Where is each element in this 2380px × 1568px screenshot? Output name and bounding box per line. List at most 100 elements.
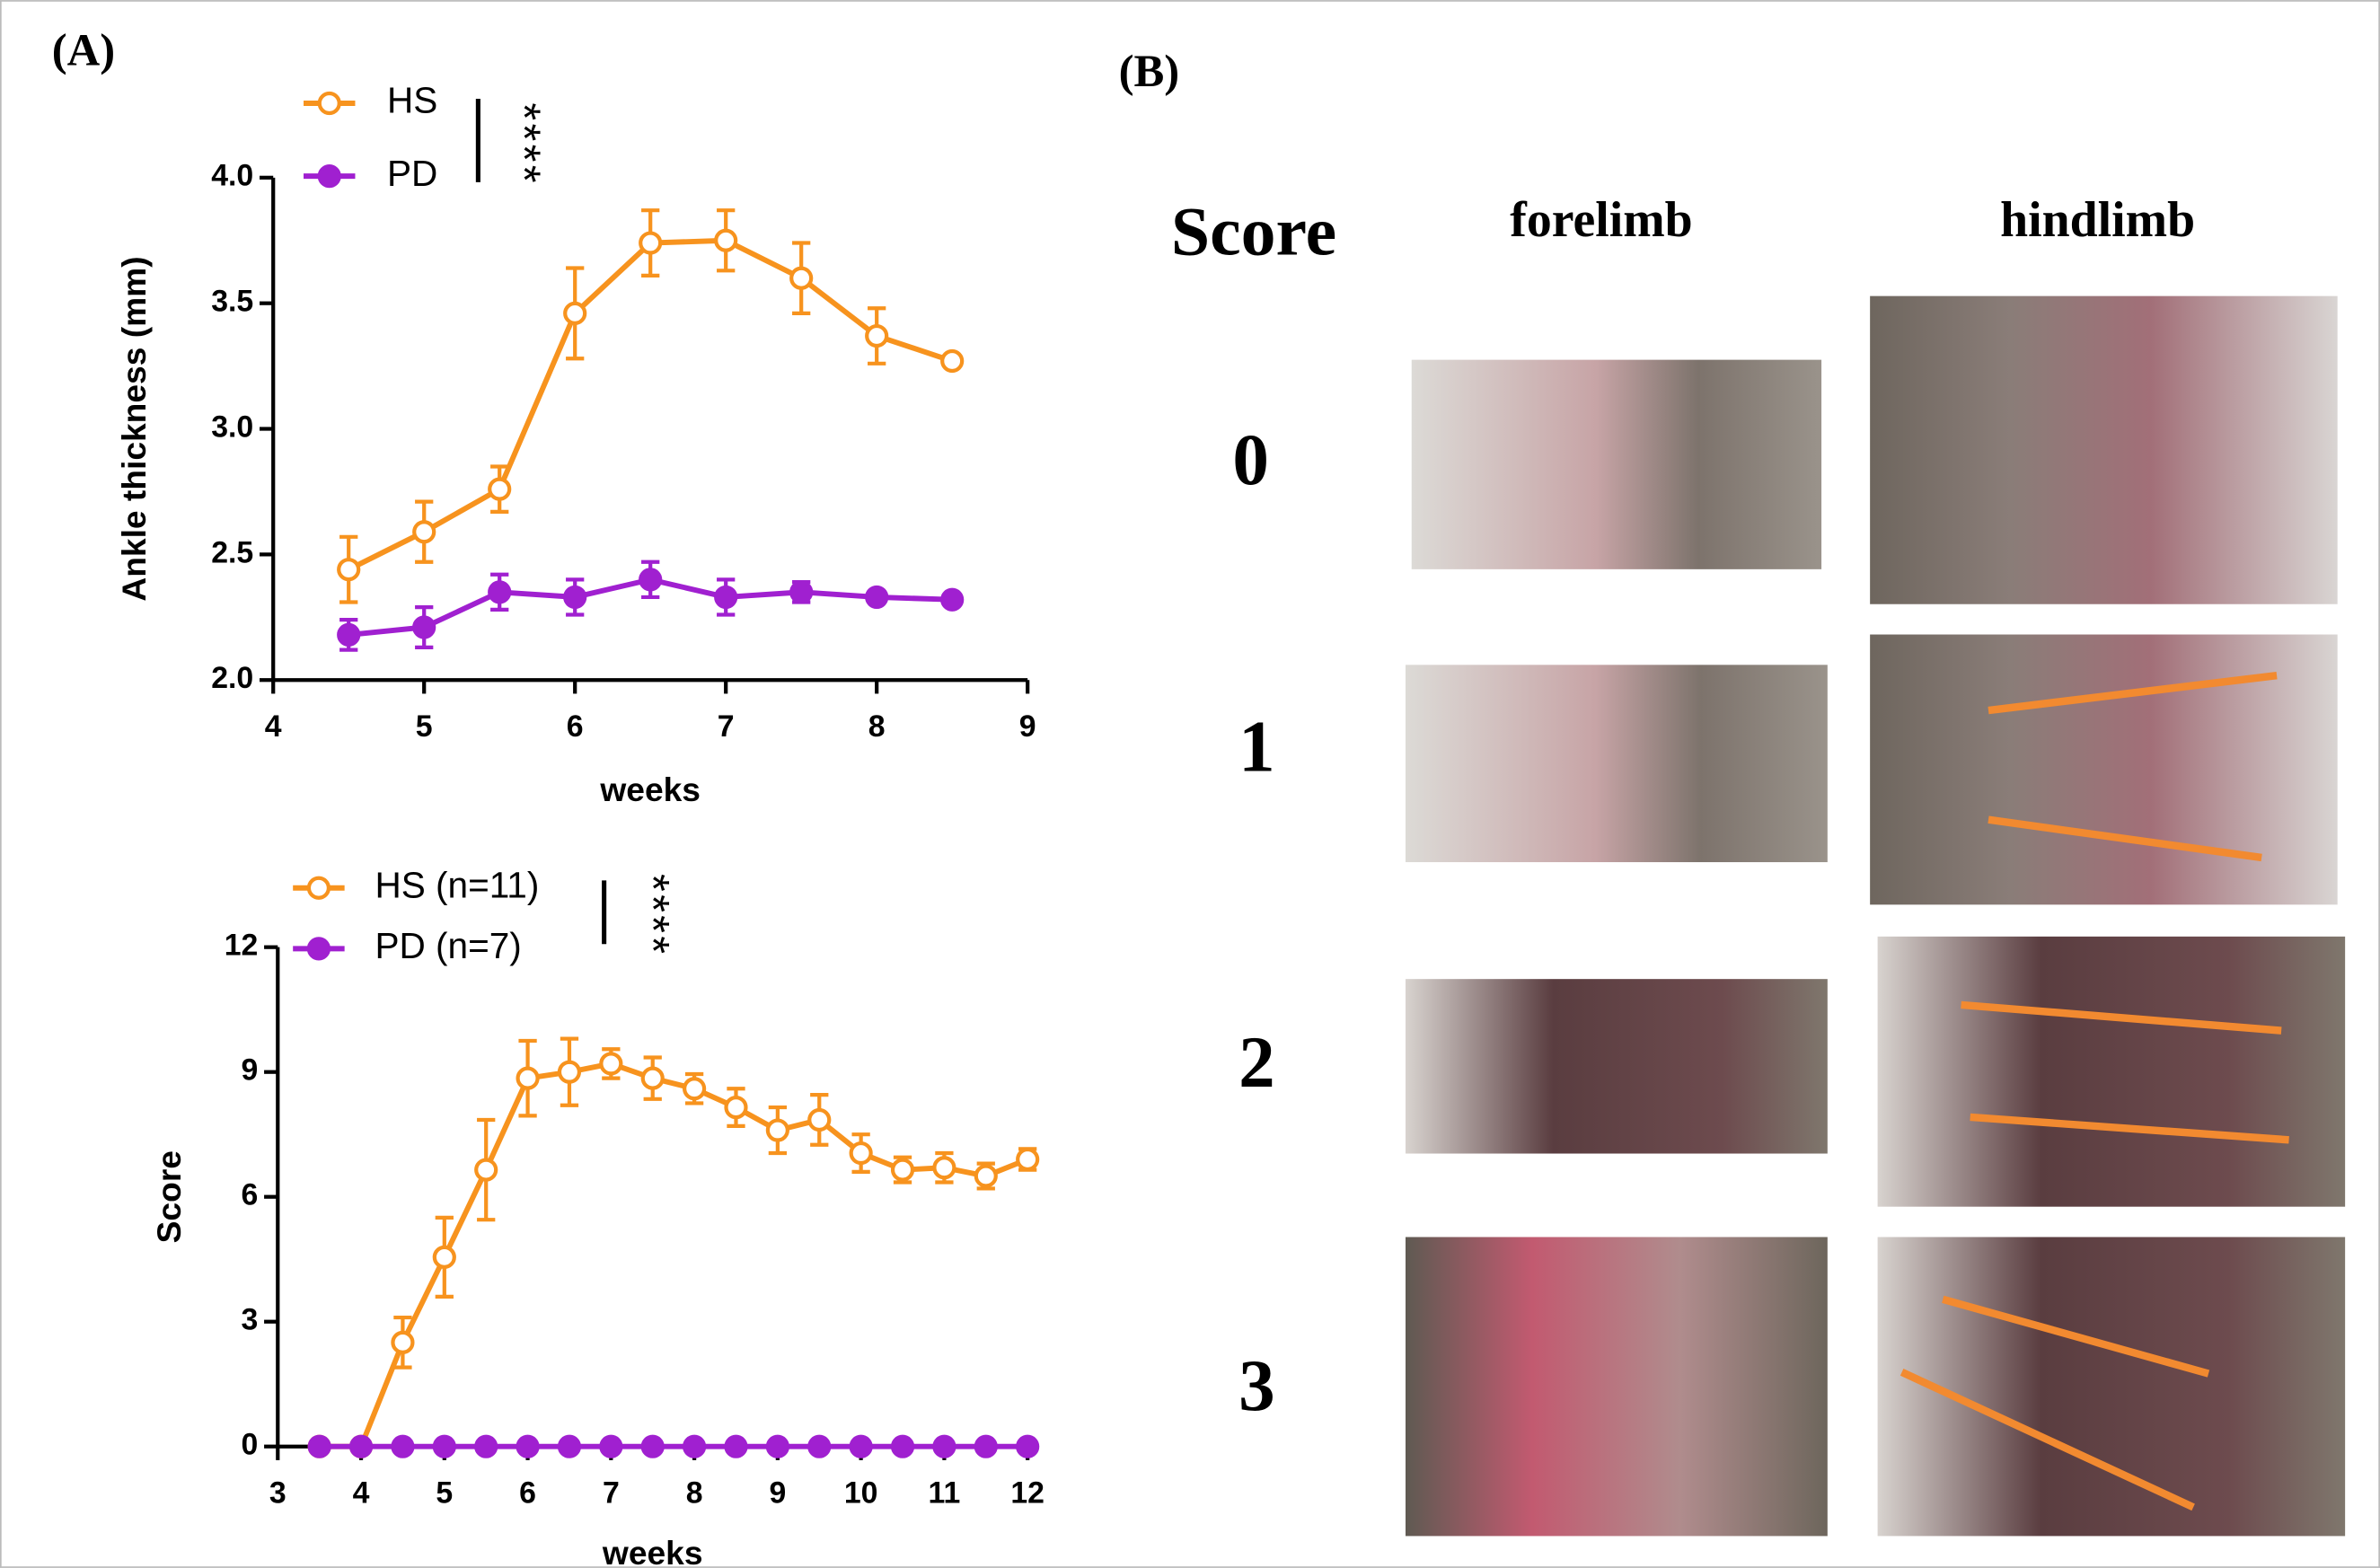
- point: [560, 1437, 579, 1457]
- point: [934, 1437, 954, 1457]
- significance: ****: [498, 102, 550, 185]
- point: [643, 1437, 663, 1457]
- x-tick-label: 12: [1010, 1476, 1045, 1511]
- score-label: 2: [1238, 1022, 1275, 1103]
- y-tick-label: 3.5: [211, 285, 253, 319]
- point: [934, 1158, 954, 1177]
- x-tick-label: 8: [686, 1476, 703, 1511]
- point: [942, 590, 962, 610]
- y-tick-label: 3: [242, 1303, 259, 1337]
- point: [643, 1069, 663, 1088]
- x-tick-label: 4: [265, 709, 282, 744]
- x-tick-label: 8: [868, 709, 886, 744]
- point: [768, 1437, 788, 1457]
- x-tick-label: 5: [436, 1476, 453, 1511]
- x-tick-label: 7: [603, 1476, 620, 1511]
- panel-label: (B): [1119, 46, 1180, 96]
- x-axis-label: weeks: [599, 771, 701, 808]
- column-header: forelimb: [1510, 192, 1692, 248]
- y-tick-label: 6: [242, 1178, 259, 1212]
- x-tick-label: 6: [567, 709, 584, 744]
- point: [310, 1437, 330, 1457]
- x-axis-label: weeks: [602, 1534, 703, 1568]
- point: [640, 569, 660, 589]
- point: [684, 1079, 704, 1098]
- photo: [1412, 360, 1821, 569]
- photo: [1406, 1237, 1828, 1536]
- x-tick-label: 9: [769, 1476, 786, 1511]
- panel-label: (A): [52, 25, 115, 75]
- x-tick-label: 10: [844, 1476, 878, 1511]
- x-tick-label: 9: [1019, 709, 1036, 744]
- point: [565, 304, 585, 323]
- y-tick-label: 2.5: [211, 535, 253, 569]
- point: [809, 1110, 829, 1130]
- y-tick-label: 12: [225, 929, 259, 963]
- point: [727, 1097, 746, 1117]
- photo: [1878, 937, 2346, 1207]
- point: [518, 1437, 538, 1457]
- point: [976, 1167, 996, 1186]
- point: [392, 1333, 412, 1352]
- point: [518, 1069, 538, 1088]
- point: [768, 1121, 788, 1141]
- point: [716, 231, 736, 251]
- point: [976, 1437, 996, 1457]
- point: [435, 1247, 454, 1267]
- photo: [1406, 979, 1828, 1153]
- point: [435, 1437, 454, 1457]
- legend-label: HS (n=11): [375, 864, 539, 905]
- column-header: hindlimb: [2000, 192, 2195, 248]
- y-tick-label: 0: [242, 1428, 259, 1462]
- point: [791, 269, 811, 288]
- x-tick-label: 4: [353, 1476, 370, 1511]
- point: [851, 1143, 871, 1163]
- y-axis-label: Score: [150, 1150, 188, 1243]
- point: [489, 582, 509, 602]
- x-tick-label: 3: [269, 1476, 286, 1511]
- x-tick-label: 6: [519, 1476, 536, 1511]
- photo: [1878, 1237, 2346, 1536]
- x-tick-label: 7: [718, 709, 735, 744]
- y-tick-label: 2.0: [211, 661, 253, 695]
- point: [601, 1053, 621, 1073]
- point: [716, 587, 736, 607]
- point: [942, 351, 962, 371]
- point: [339, 559, 358, 579]
- score-label: 1: [1238, 707, 1275, 788]
- point: [867, 326, 886, 346]
- point: [560, 1062, 579, 1082]
- score-label: 0: [1232, 419, 1269, 500]
- figure: (A) (B) Score forelimb hindlimb 0 1 2 3 …: [0, 0, 2380, 1568]
- point: [893, 1437, 912, 1457]
- legend-marker: [309, 938, 329, 958]
- y-tick-label: 3.0: [211, 410, 253, 444]
- point: [809, 1437, 829, 1457]
- x-tick-label: 11: [929, 1476, 961, 1511]
- point: [392, 1437, 412, 1457]
- legend-label: PD (n=7): [375, 925, 521, 966]
- point: [640, 233, 660, 253]
- point: [565, 587, 585, 607]
- score-label: 3: [1238, 1345, 1275, 1426]
- point: [414, 618, 434, 638]
- point: [489, 480, 509, 499]
- legend-marker: [320, 93, 339, 113]
- y-tick-label: 4.0: [211, 159, 253, 193]
- significance: ****: [628, 874, 679, 956]
- legend-label: PD: [387, 153, 437, 194]
- point: [791, 582, 811, 602]
- photo: [1870, 296, 2338, 604]
- legend-marker: [309, 878, 329, 898]
- point: [727, 1437, 746, 1457]
- x-tick-label: 5: [416, 709, 433, 744]
- point: [684, 1437, 704, 1457]
- point: [414, 522, 434, 542]
- point: [893, 1160, 912, 1180]
- point: [851, 1437, 871, 1457]
- point: [339, 625, 358, 645]
- point: [1018, 1437, 1037, 1457]
- column-header: Score: [1171, 192, 1336, 269]
- point: [867, 587, 886, 607]
- point: [1018, 1150, 1037, 1169]
